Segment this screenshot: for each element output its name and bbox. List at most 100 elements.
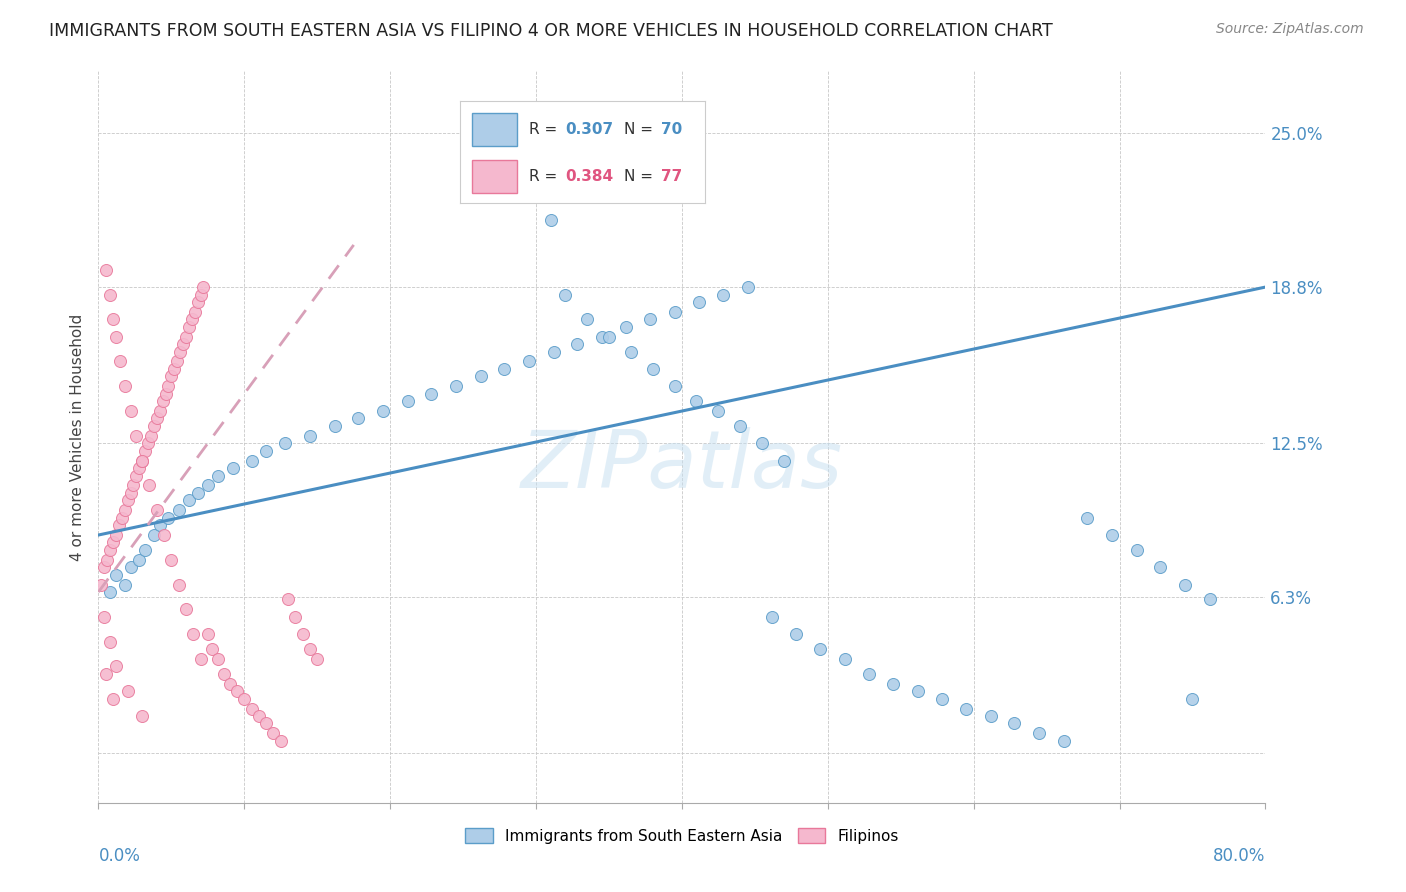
Point — [160, 553, 183, 567]
Point — [122, 478, 145, 492]
Point — [1126, 542, 1149, 557]
Point — [157, 379, 180, 393]
Point — [197, 627, 219, 641]
Point — [96, 553, 118, 567]
Point — [125, 429, 148, 443]
Point — [125, 468, 148, 483]
Point — [270, 734, 292, 748]
Point — [167, 503, 190, 517]
Point — [98, 585, 121, 599]
Point — [685, 394, 707, 409]
Point — [707, 404, 730, 418]
Point — [1076, 510, 1098, 524]
Point — [254, 716, 277, 731]
Point — [117, 493, 139, 508]
Point — [858, 666, 880, 681]
Point — [110, 354, 132, 368]
Text: 80.0%: 80.0% — [1213, 847, 1265, 865]
Point — [347, 411, 370, 425]
Point — [157, 510, 180, 524]
Point — [240, 453, 263, 467]
Point — [207, 468, 229, 483]
Point — [531, 138, 554, 153]
Point — [1004, 716, 1026, 731]
Point — [371, 404, 394, 418]
Point — [254, 443, 277, 458]
Point — [134, 443, 156, 458]
Point — [172, 337, 194, 351]
Point — [1053, 734, 1076, 748]
Point — [517, 354, 540, 368]
Point — [98, 287, 121, 301]
Point — [136, 436, 159, 450]
Point — [134, 542, 156, 557]
Point — [104, 567, 127, 582]
Point — [104, 659, 127, 673]
Point — [323, 418, 346, 433]
Point — [120, 560, 142, 574]
Point — [761, 610, 783, 624]
Point — [190, 287, 212, 301]
Point — [93, 610, 115, 624]
Point — [139, 429, 162, 443]
Point — [101, 691, 124, 706]
Point — [90, 577, 112, 591]
Point — [240, 701, 263, 715]
Point — [247, 709, 270, 723]
Point — [1149, 560, 1171, 574]
Point — [177, 493, 200, 508]
Y-axis label: 4 or more Vehicles in Household: 4 or more Vehicles in Household — [70, 313, 86, 561]
Point — [167, 577, 190, 591]
Point — [187, 486, 209, 500]
Point — [221, 461, 243, 475]
Point — [120, 486, 142, 500]
Point — [274, 436, 297, 450]
Point — [98, 634, 121, 648]
Point — [212, 666, 235, 681]
Point — [114, 577, 136, 591]
Point — [565, 337, 588, 351]
Point — [174, 329, 197, 343]
Point — [101, 312, 124, 326]
Text: ZIPatlas: ZIPatlas — [520, 427, 844, 506]
Point — [980, 709, 1002, 723]
Text: 0.0%: 0.0% — [98, 847, 141, 865]
Point — [131, 453, 153, 467]
Point — [616, 319, 638, 334]
Point — [197, 478, 219, 492]
Point — [183, 305, 205, 319]
Point — [576, 312, 599, 326]
Point — [470, 369, 492, 384]
Point — [226, 684, 249, 698]
Point — [737, 280, 759, 294]
Point — [730, 418, 752, 433]
Point — [810, 642, 832, 657]
Point — [785, 627, 807, 641]
Point — [128, 553, 150, 567]
Point — [101, 535, 124, 549]
Point — [711, 287, 734, 301]
Point — [420, 386, 443, 401]
Point — [1199, 592, 1222, 607]
Point — [298, 429, 321, 443]
Point — [664, 379, 686, 393]
Point — [174, 602, 197, 616]
Point — [108, 518, 131, 533]
Point — [146, 411, 169, 425]
Point — [1101, 528, 1123, 542]
Point — [163, 362, 186, 376]
Point — [284, 610, 307, 624]
Point — [664, 305, 686, 319]
Point — [1174, 577, 1197, 591]
Point — [114, 379, 136, 393]
Point — [142, 418, 165, 433]
Point — [882, 677, 904, 691]
Point — [114, 503, 136, 517]
Point — [131, 453, 153, 467]
Point — [444, 379, 467, 393]
Point — [104, 528, 127, 542]
Point — [298, 642, 321, 657]
Point — [291, 627, 314, 641]
Point — [492, 362, 515, 376]
Point — [554, 287, 576, 301]
